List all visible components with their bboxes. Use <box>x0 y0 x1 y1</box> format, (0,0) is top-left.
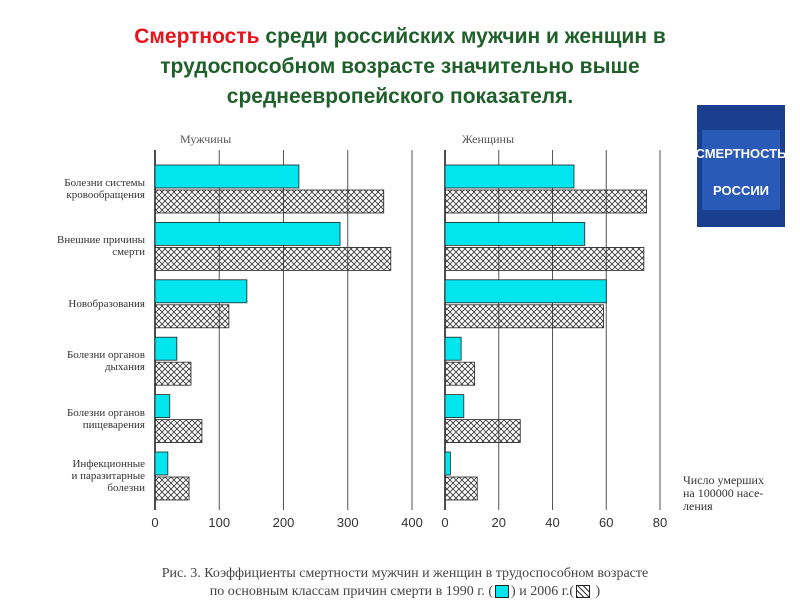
bar <box>154 336 178 361</box>
title-line: трудоспособном возрасте значительно выше <box>160 55 640 78</box>
category-label: Новобразования <box>68 297 145 310</box>
caption: по основным классам причин смерти в 1990… <box>0 584 800 600</box>
chart-title: Женщины <box>462 132 514 146</box>
x-tick-label: 20 <box>492 515 506 530</box>
bar <box>444 451 451 476</box>
category-label: Болезни органов пищеварения <box>66 406 145 431</box>
bar <box>444 246 645 271</box>
book-cover: СМЕРТНОСТЬ РОССИИ <box>695 105 787 227</box>
caption-text: по основным классам причин смерти в <box>209 584 443 599</box>
bar <box>444 419 521 444</box>
bar <box>154 279 248 304</box>
bar <box>154 304 230 329</box>
category-label: Болезни системы кровообращения <box>64 177 145 201</box>
x-tick-label: 200 <box>273 515 295 530</box>
x-tick-label: 400 <box>401 515 423 530</box>
bar <box>444 164 575 189</box>
bar <box>444 394 465 419</box>
x-tick-label: 300 <box>337 515 359 530</box>
category-label: Инфекционные и паразитарные болезни <box>71 458 145 494</box>
bar <box>154 221 341 246</box>
cover-subtitle: РОССИИ <box>713 183 769 198</box>
axis-label: ления <box>683 499 713 513</box>
caption-text: ( <box>488 584 494 599</box>
bar <box>154 419 203 444</box>
x-tick-label: 0 <box>441 515 448 530</box>
cover-title: СМЕРТНОСТЬ <box>695 146 786 161</box>
x-tick-label: 40 <box>545 515 559 530</box>
title-line: среднеевропейского показателя. <box>226 85 574 108</box>
bar <box>154 189 385 214</box>
bar <box>154 164 300 189</box>
chart-title: Мужчины <box>180 132 231 146</box>
x-tick-label: 100 <box>208 515 230 530</box>
title-line: среди российских мужчин и женщин в <box>265 25 666 48</box>
bar <box>154 451 169 476</box>
x-tick-label: 60 <box>599 515 613 530</box>
bar <box>154 476 190 501</box>
axis-label: Число умерших <box>683 473 764 487</box>
legend-label: 1990 г. <box>445 584 485 599</box>
x-tick-label: 0 <box>151 515 158 530</box>
bar <box>444 336 462 361</box>
caption: Рис. 3. Коэффициенты смертности мужчин и… <box>161 566 649 581</box>
x-tick-label: 80 <box>653 515 667 530</box>
bar <box>444 304 604 329</box>
legend-swatch <box>576 585 591 599</box>
bar <box>444 279 607 304</box>
title-highlight: Смертность <box>134 25 260 48</box>
legend-label: 2006 г. <box>530 584 570 599</box>
bar <box>444 476 478 501</box>
caption-text: ) <box>595 584 601 599</box>
bar <box>444 189 647 214</box>
category-label: Внешние причины смерти <box>57 234 145 259</box>
bar <box>154 246 392 271</box>
legend-swatch <box>495 585 510 599</box>
bar <box>154 394 171 419</box>
bar <box>444 221 586 246</box>
bar <box>154 361 192 386</box>
axis-label: на 100000 насе- <box>683 486 764 500</box>
caption-text: ) и <box>511 584 527 599</box>
caption-text: ( <box>569 584 575 599</box>
category-label: Болезни органов дыхания <box>66 349 145 374</box>
bar <box>444 361 475 386</box>
slide-title: Смертность среди российских мужчин и жен… <box>0 22 800 112</box>
